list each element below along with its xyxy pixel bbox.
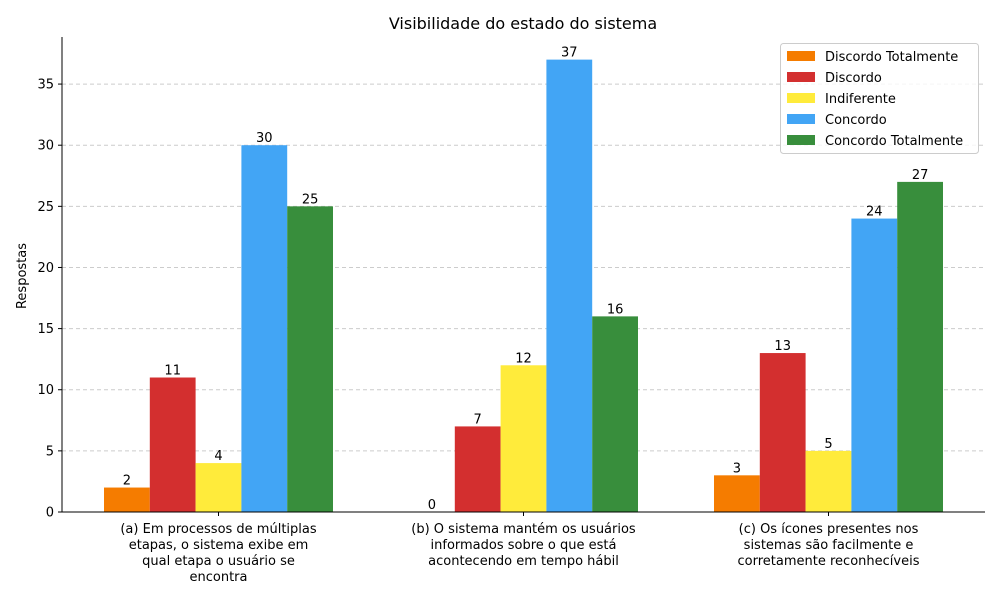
y-tick-label: 10 <box>37 383 54 398</box>
x-tick-label: encontra <box>190 570 248 585</box>
x-tick-label: (a) Em processos de múltiplas <box>120 522 317 537</box>
bar <box>241 145 288 512</box>
legend-swatch <box>787 51 815 61</box>
bar-value-label: 3 <box>733 461 741 476</box>
bar-value-label: 27 <box>912 168 929 183</box>
bar-value-label: 37 <box>561 46 578 61</box>
legend-swatch <box>787 114 815 124</box>
legend-swatch <box>787 72 815 82</box>
y-axis-label: Respostas <box>15 243 30 309</box>
x-tick-label: sistemas são facilmente e <box>744 538 914 553</box>
y-tick-label: 5 <box>46 444 54 459</box>
bar-value-label: 5 <box>824 437 832 452</box>
y-tick-label: 30 <box>37 139 54 154</box>
bar-value-label: 7 <box>474 412 482 427</box>
y-tick-label: 35 <box>37 78 54 93</box>
bar <box>592 316 638 512</box>
bar-value-labels: 2 11 4 30 25 0 7 12 37 16 3 13 5 24 27 <box>123 46 929 513</box>
legend-swatch <box>787 93 815 103</box>
bar-value-label: 0 <box>428 498 436 513</box>
bar-value-label: 13 <box>774 339 791 354</box>
legend-label: Indiferente <box>825 92 896 107</box>
chart-title: Visibilidade do estado do sistema <box>389 14 657 33</box>
bar <box>287 206 333 512</box>
bar <box>759 353 806 512</box>
bar-value-label: 24 <box>866 205 883 220</box>
bar <box>149 377 196 512</box>
bar-value-label: 12 <box>515 351 532 366</box>
y-tick-label: 25 <box>37 200 54 215</box>
bar <box>714 475 760 512</box>
bars <box>104 59 943 513</box>
x-tick-label: qual etapa o usuário se <box>142 554 295 569</box>
bar-value-label: 4 <box>214 449 222 464</box>
bar-value-label: 30 <box>256 131 273 146</box>
bar <box>897 181 943 513</box>
x-tick-label: etapas, o sistema exibe em <box>129 538 309 553</box>
x-tick-label: acontecendo em tempo hábil <box>428 554 619 569</box>
bar-value-label: 16 <box>607 302 624 317</box>
bar <box>851 218 898 512</box>
legend-label: Discordo <box>825 71 882 86</box>
x-tick-label: corretamente reconhecíveis <box>738 554 920 569</box>
legend-label: Discordo Totalmente <box>825 50 958 65</box>
legend: Discordo Totalmente Discordo Indiferente Co… <box>780 43 979 154</box>
bar-value-label: 11 <box>164 364 181 379</box>
bar <box>104 487 150 512</box>
legend-label: Concordo <box>825 113 887 128</box>
bar <box>454 426 501 512</box>
y-tick-label: 0 <box>46 506 54 521</box>
legend-box <box>780 43 979 154</box>
y-axis-ticks: 0 5 10 15 20 25 30 35 <box>37 78 62 521</box>
bar <box>195 463 242 512</box>
bar <box>500 365 547 512</box>
bar-value-label: 25 <box>302 192 319 207</box>
y-tick-label: 20 <box>37 261 54 276</box>
y-tick-label: 15 <box>37 322 54 337</box>
bar-value-label: 2 <box>123 474 131 489</box>
x-tick-label: informados sobre o que está <box>431 538 617 553</box>
legend-label: Concordo Totalmente <box>825 134 963 149</box>
bar <box>805 450 852 512</box>
x-tick-label: (c) Os ícones presentes nos <box>739 522 919 537</box>
bar <box>546 59 593 512</box>
x-tick-label: (b) O sistema mantém os usuários <box>411 522 636 537</box>
legend-swatch <box>787 135 815 145</box>
